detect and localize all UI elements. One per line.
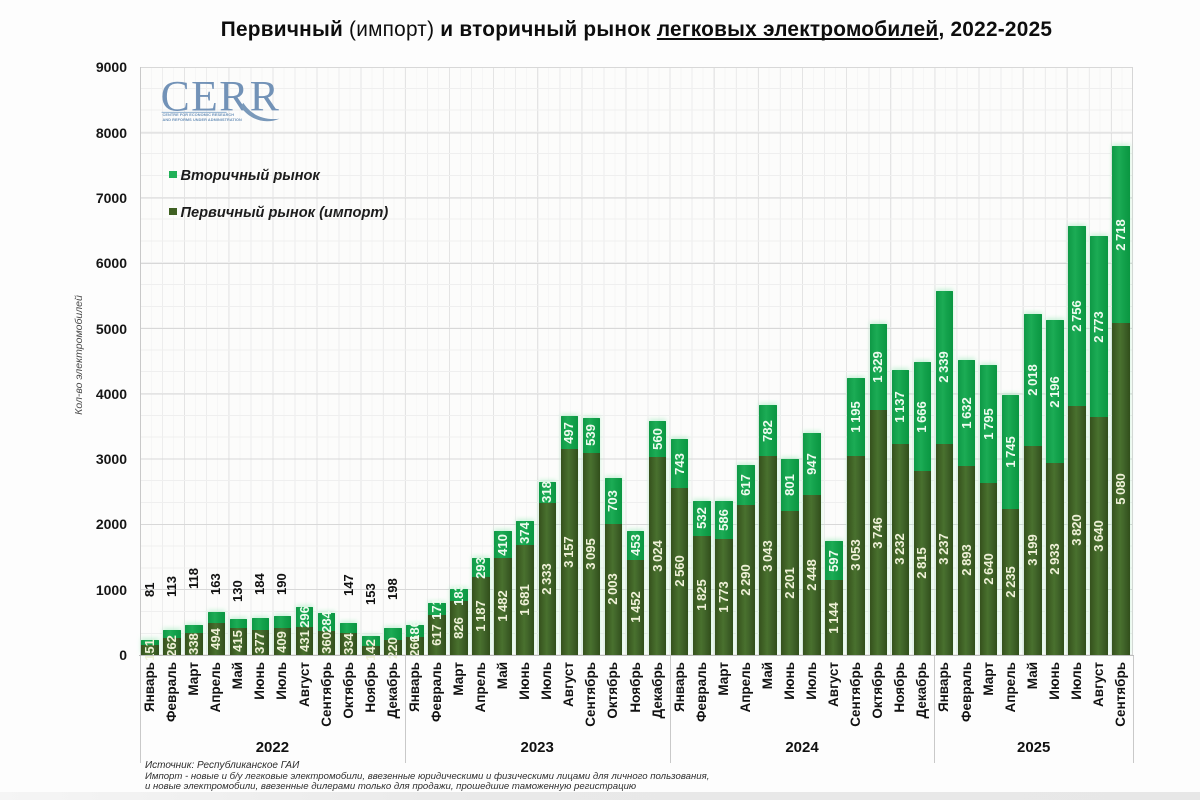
svg-text:CERR: CERR — [161, 76, 281, 120]
svg-text:CENTRE FOR ECONOMIC RESEARCH: CENTRE FOR ECONOMIC RESEARCH — [163, 113, 235, 117]
svg-text:AND REFORMS UNDER ADMINISTRATI: AND REFORMS UNDER ADMINISTRATION — [163, 118, 242, 122]
